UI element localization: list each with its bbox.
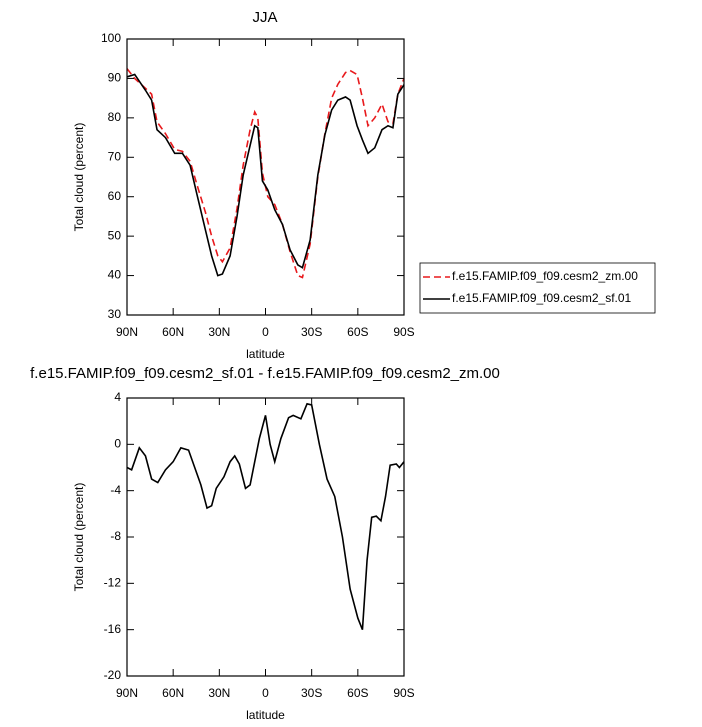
legend-label: f.e15.FAMIP.f09_f09.cesm2_sf.01 bbox=[452, 291, 632, 305]
y-tick-label: -20 bbox=[104, 668, 122, 682]
y-tick-label: 80 bbox=[108, 110, 122, 124]
x-tick-label: 90N bbox=[116, 686, 138, 700]
x-tick-label: 30N bbox=[208, 325, 230, 339]
x-axis-label: latitude bbox=[246, 708, 285, 722]
x-tick-label: 30N bbox=[208, 686, 230, 700]
data-line bbox=[126, 73, 405, 277]
x-tick-label: 0 bbox=[262, 325, 269, 339]
legend-box bbox=[419, 262, 656, 314]
x-tick-label: 0 bbox=[262, 686, 269, 700]
y-tick-label: 70 bbox=[108, 149, 122, 163]
x-tick-label: 90S bbox=[393, 686, 414, 700]
x-tick-label: 60S bbox=[347, 686, 368, 700]
x-tick-label: 60S bbox=[347, 325, 368, 339]
data-line bbox=[126, 402, 405, 630]
y-tick-label: 90 bbox=[108, 71, 122, 85]
y-tick-label: 60 bbox=[108, 189, 122, 203]
y-tick-label: 30 bbox=[108, 307, 122, 321]
x-tick-label: 90N bbox=[116, 325, 138, 339]
x-axis-label: latitude bbox=[246, 347, 285, 361]
y-tick-label: -4 bbox=[110, 483, 121, 497]
y-tick-label: 100 bbox=[101, 31, 121, 45]
legend-label: f.e15.FAMIP.f09_f09.cesm2_zm.00 bbox=[452, 269, 638, 283]
y-tick-label: 0 bbox=[114, 437, 121, 451]
plot-frame bbox=[126, 38, 405, 316]
y-tick-label: 4 bbox=[114, 390, 121, 404]
x-tick-label: 30S bbox=[301, 325, 322, 339]
chart-title: f.e15.FAMIP.f09_f09.cesm2_sf.01 - f.e15.… bbox=[30, 365, 500, 382]
chart-title: JJA bbox=[252, 9, 277, 26]
x-tick-label: 60N bbox=[162, 686, 184, 700]
y-axis-label: Total cloud (percent) bbox=[72, 483, 86, 592]
plot-frame bbox=[126, 397, 405, 677]
data-line bbox=[126, 68, 405, 279]
y-tick-label: 50 bbox=[108, 228, 122, 242]
y-axis-label: Total cloud (percent) bbox=[72, 123, 86, 232]
y-tick-label: 40 bbox=[108, 268, 122, 282]
x-tick-label: 30S bbox=[301, 686, 322, 700]
y-tick-label: -16 bbox=[104, 622, 122, 636]
y-tick-label: -12 bbox=[104, 576, 122, 590]
x-tick-label: 60N bbox=[162, 325, 184, 339]
x-tick-label: 90S bbox=[393, 325, 414, 339]
y-tick-label: -8 bbox=[110, 529, 121, 543]
